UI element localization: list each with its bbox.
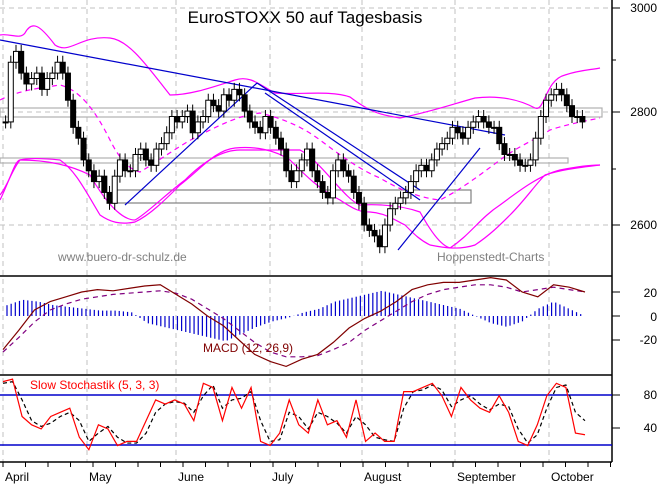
x-label-may: May <box>89 470 112 484</box>
x-label-october: October <box>551 470 594 484</box>
macd-line <box>2 276 586 368</box>
bollinger-lower <box>0 146 601 249</box>
bollinger-bands <box>0 25 601 249</box>
macd-tick-minus20: -20 <box>639 333 657 347</box>
watermark-right: Hoppenstedt-Charts <box>437 250 545 264</box>
stoch-k-line <box>2 378 586 451</box>
stoch-thresholds <box>0 394 612 446</box>
x-label-june: June <box>178 470 205 484</box>
macd-histogram <box>6 290 582 341</box>
y-tick-2600: 2600 <box>630 218 657 232</box>
x-label-august: August <box>364 470 402 484</box>
stoch-tick-80: 80 <box>643 388 657 402</box>
chart-title: EuroSTOXX 50 auf Tagesbasis <box>187 8 423 27</box>
macd-tick-0: 0 <box>650 310 657 324</box>
y-axis-ticks <box>612 7 620 429</box>
x-label-april: April <box>5 470 30 484</box>
moving-average <box>0 84 601 201</box>
watermark-left: www.buero-dr-schulz.de <box>58 250 187 264</box>
stoch-tick-40: 40 <box>643 421 657 435</box>
stoch-label: Slow Stochastik (5, 3, 3) <box>30 378 160 392</box>
price-gridlines <box>0 7 612 226</box>
macd-tick-20: 20 <box>643 286 657 300</box>
x-label-july: July <box>272 470 294 484</box>
y-tick-3000: 3000 <box>630 1 657 15</box>
pane-borders <box>0 0 613 463</box>
stoch-d-line <box>2 380 586 444</box>
x-label-september: September <box>457 470 516 484</box>
price-candles <box>2 44 586 254</box>
macd-signal-line <box>2 284 586 358</box>
macd-label: MACD (12, 26,9) <box>203 341 294 355</box>
x-axis-ticks <box>2 462 611 467</box>
month-gridlines <box>2 0 550 462</box>
y-tick-2800: 2800 <box>630 105 657 119</box>
trend-lines <box>0 39 506 251</box>
